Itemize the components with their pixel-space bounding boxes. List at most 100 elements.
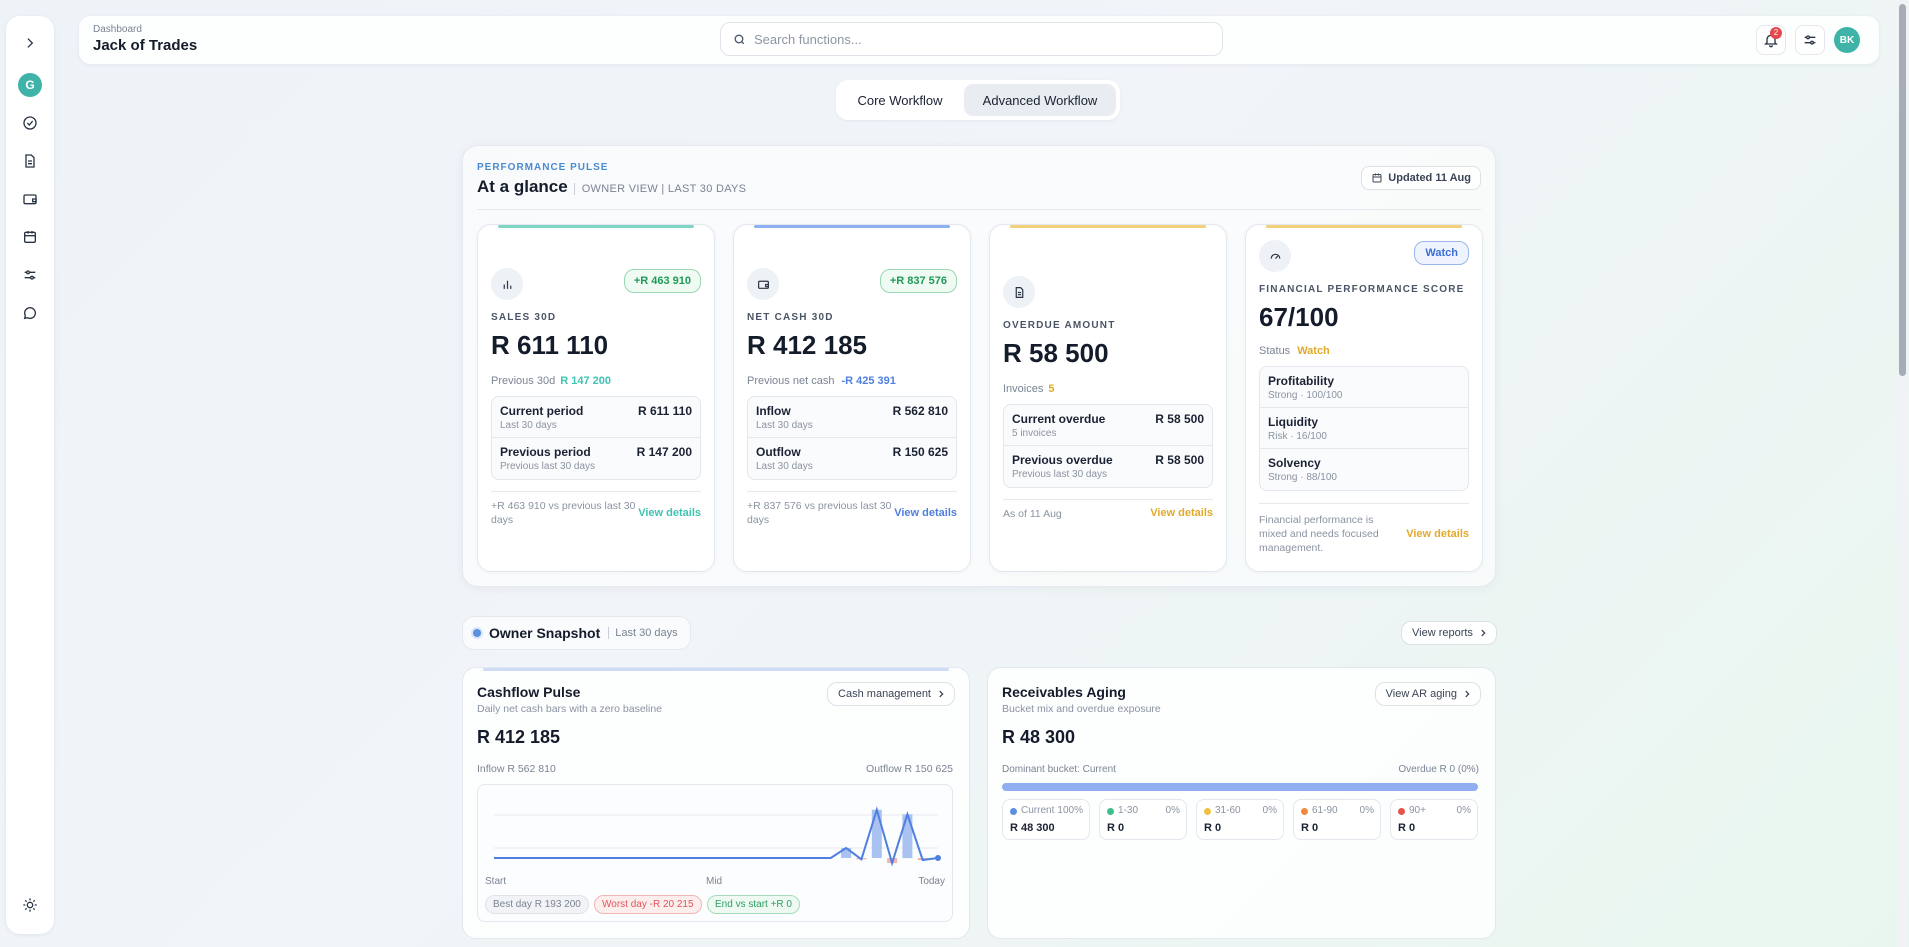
table-row: Outflow Last 30 days R 150 625	[748, 438, 956, 479]
card-title: Cashflow Pulse	[477, 684, 581, 700]
axis-tick-label: Start	[485, 876, 507, 887]
bucket-amount: R 0	[1398, 822, 1416, 834]
workspace-avatar: G	[18, 73, 42, 97]
tab-advanced-workflow[interactable]: Advanced Workflow	[964, 84, 1116, 116]
row-value: R 58 500	[1155, 453, 1204, 467]
kpi-comparison: Invoices 5	[1003, 383, 1054, 395]
breakdown-table: Current overdue 5 invoices R 58 500 Prev…	[1003, 404, 1213, 488]
kpi-status: Status Watch	[1259, 345, 1330, 357]
breadcrumb[interactable]: Dashboard	[93, 24, 142, 35]
document-icon	[25, 154, 35, 168]
tab-core-workflow[interactable]: Core Workflow	[857, 92, 943, 108]
sidebar-item-chat[interactable]	[15, 298, 45, 328]
wallet-icon	[747, 268, 779, 300]
aging-bucket-31-60[interactable]: 31-60 0% R 0	[1196, 799, 1284, 840]
workspace-avatar-button[interactable]: G	[15, 70, 45, 100]
preferences-button[interactable]	[1795, 25, 1825, 55]
bucket-color-dot	[1301, 808, 1308, 815]
bucket-color-dot	[1010, 808, 1017, 815]
view-ar-aging-button[interactable]: View AR aging	[1374, 682, 1481, 706]
card-title: Receivables Aging	[1002, 684, 1126, 700]
view-details-link[interactable]: View details	[1406, 528, 1469, 540]
kpi-footnote: +R 463 910 vs previous last 30 days	[491, 500, 636, 526]
row-name: Solvency	[1268, 456, 1321, 470]
aging-distribution-bar	[1002, 783, 1478, 791]
wallet-icon	[23, 194, 37, 205]
expand-sidebar-button[interactable]	[15, 28, 45, 58]
search-input[interactable]	[754, 31, 1214, 47]
kpi-footnote: Financial performance is mixed and needs…	[1259, 514, 1379, 554]
row-name: Liquidity	[1268, 415, 1318, 429]
glance-heading: At a glance OWNER VIEW | LAST 30 DAYS	[477, 177, 746, 197]
bucket-amount: R 48 300	[1010, 822, 1055, 834]
overdue-card: OVERDUE AMOUNT R 58 500 Invoices 5 Curren…	[989, 224, 1227, 572]
divider	[491, 491, 701, 492]
row-note: Previous last 30 days	[500, 461, 596, 472]
bucket-color-dot	[1398, 808, 1405, 815]
performance-score-card: Watch FINANCIAL PERFORMANCE SCORE 67/100…	[1245, 224, 1483, 572]
kpi-label: NET CASH 30D	[747, 312, 834, 323]
view-details-link[interactable]: View details	[1150, 507, 1213, 519]
view-reports-button[interactable]: View reports	[1401, 621, 1497, 645]
row-value: R 150 625	[892, 445, 948, 459]
sidebar-item-wallet[interactable]	[15, 184, 45, 214]
bucket-color-dot	[1204, 808, 1211, 815]
row-value: R 147 200	[636, 445, 692, 459]
aging-bucket-90-plus[interactable]: 90+ 0% R 0	[1390, 799, 1478, 840]
search-bar	[720, 22, 1223, 56]
calendar-icon	[1372, 173, 1382, 183]
sidebar-item-documents[interactable]	[15, 146, 45, 176]
view-details-link[interactable]: View details	[894, 507, 957, 519]
table-row: Current period Last 30 days R 611 110	[492, 397, 700, 438]
view-details-link[interactable]: View details	[638, 507, 701, 519]
button-label: View reports	[1412, 627, 1473, 639]
check-circle-icon	[23, 116, 37, 130]
kpi-comparison: Previous net cash -R 425 391	[747, 375, 896, 387]
table-row: Liquidity Risk · 16/100	[1260, 408, 1468, 449]
status-value: Watch	[1297, 345, 1330, 357]
point-group	[935, 855, 941, 861]
divider	[1003, 499, 1213, 500]
table-row: Inflow Last 30 days R 562 810	[748, 397, 956, 438]
workflow-toggle: Core Workflow Advanced Workflow	[836, 80, 1120, 120]
kpi-value: 67/100	[1259, 302, 1339, 332]
scrollbar-thumb[interactable]	[1899, 4, 1906, 376]
sidebar-item-tasks[interactable]	[15, 108, 45, 138]
aging-bucket-current[interactable]: Current 100% R 48 300	[1002, 799, 1090, 840]
comparison-value: -R 425 391	[841, 375, 896, 387]
button-label: Cash management	[838, 688, 931, 700]
row-value: R 611 110	[637, 404, 692, 418]
notifications-button[interactable]: 2	[1756, 25, 1786, 55]
top-header: Dashboard Jack of Trades 2 BK	[79, 16, 1879, 64]
dominant-bucket-label: Dominant bucket: Current	[1002, 764, 1116, 775]
kpi-footnote: As of 11 Aug	[1003, 508, 1062, 520]
bucket-percent: 100%	[1057, 805, 1083, 816]
updated-text: Updated 11 Aug	[1388, 172, 1471, 184]
sliders-icon	[24, 270, 36, 280]
sidebar-item-calendar[interactable]	[15, 222, 45, 252]
cashflow-bar	[902, 814, 913, 859]
outflow-label: Outflow R 150 625	[866, 763, 953, 775]
bucket-name: 61-90	[1312, 805, 1338, 816]
overdue-summary-label: Overdue R 0 (0%)	[1398, 764, 1479, 775]
sliders-icon	[1804, 35, 1816, 45]
aging-bucket-1-30[interactable]: 1-30 0% R 0	[1099, 799, 1187, 840]
delta-badge: +R 463 910	[623, 269, 701, 293]
data-point	[935, 855, 941, 861]
table-row: Current overdue 5 invoices R 58 500	[1004, 405, 1212, 446]
delta-badge: +R 837 576	[879, 269, 957, 293]
sidebar-item-settings[interactable]	[15, 260, 45, 290]
receivables-total: R 48 300	[1002, 727, 1076, 747]
status-dot	[473, 629, 481, 637]
row-note: Strong · 100/100	[1268, 390, 1343, 401]
cash-management-button[interactable]: Cash management	[827, 682, 955, 706]
row-note: Last 30 days	[756, 461, 813, 472]
page-scrollbar[interactable]	[1898, 0, 1907, 947]
user-avatar[interactable]: BK	[1834, 27, 1860, 53]
row-note: 5 invoices	[1012, 428, 1057, 439]
card-accent	[1010, 225, 1206, 228]
row-name: Inflow	[756, 404, 791, 418]
theme-toggle-button[interactable]	[15, 890, 45, 920]
aging-bucket-61-90[interactable]: 61-90 0% R 0	[1293, 799, 1381, 840]
comparison-label: Previous net cash	[747, 375, 835, 387]
